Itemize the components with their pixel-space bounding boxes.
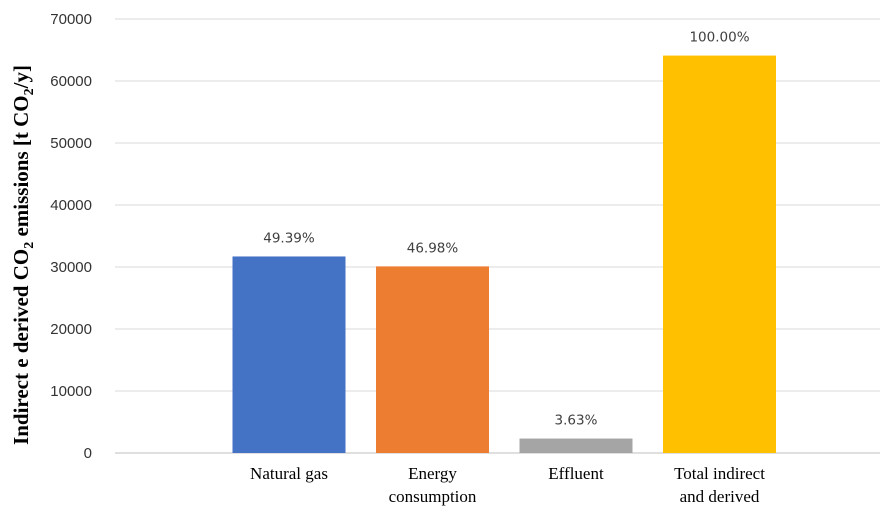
y-tick-label: 30000 bbox=[50, 259, 92, 276]
y-axis-title: Indirect e derived CO2 emissions [t CO2/… bbox=[9, 65, 37, 445]
category-labels: Natural gas Energy consumption Effluent Tota… bbox=[250, 464, 765, 506]
category-label: Energy bbox=[408, 464, 457, 483]
y-tick-label: 10000 bbox=[50, 383, 92, 400]
y-axis-title-subscript: 2 bbox=[22, 242, 37, 249]
data-label: 46.98% bbox=[407, 240, 459, 256]
data-label: 100.00% bbox=[689, 30, 749, 46]
data-label: 49.39% bbox=[263, 230, 315, 246]
category-label: Natural gas bbox=[250, 464, 328, 483]
y-axis-title-part: /y] bbox=[9, 65, 33, 89]
bar bbox=[376, 266, 489, 453]
bar bbox=[232, 256, 346, 453]
category-label: and derived bbox=[680, 487, 760, 506]
y-tick-label: 0 bbox=[84, 445, 92, 462]
data-labels: 49.39% 46.98% 3.63% 100.00% bbox=[263, 30, 749, 429]
y-tick-label: 50000 bbox=[50, 135, 92, 152]
y-tick-label: 60000 bbox=[50, 73, 92, 90]
category-label: consumption bbox=[389, 487, 477, 506]
y-axis-title-part: emissions [t CO bbox=[9, 95, 33, 241]
category-label: Effluent bbox=[548, 464, 604, 483]
y-axis-title-part: Indirect e derived CO bbox=[9, 249, 33, 445]
bar bbox=[663, 55, 776, 454]
y-axis-title-subscript: 2 bbox=[22, 88, 37, 95]
category-label: Total indirect bbox=[674, 464, 765, 483]
bar bbox=[519, 438, 633, 453]
bars bbox=[232, 55, 776, 454]
y-axis-ticks: 0 10000 20000 30000 40000 50000 60000 70000 bbox=[50, 11, 92, 462]
data-label: 3.63% bbox=[555, 413, 598, 429]
y-tick-label: 70000 bbox=[50, 11, 92, 28]
y-tick-label: 20000 bbox=[50, 321, 92, 338]
y-tick-label: 40000 bbox=[50, 197, 92, 214]
